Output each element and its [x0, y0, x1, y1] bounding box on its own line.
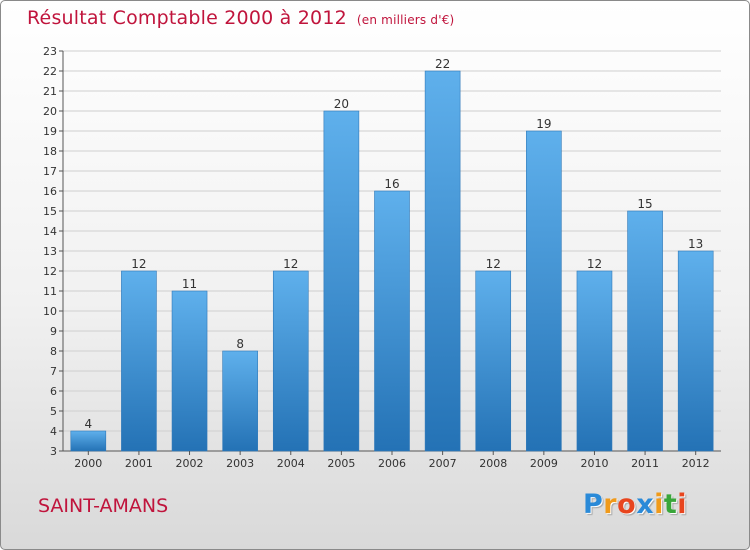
bar: [576, 270, 613, 452]
title-text: Résultat Comptable 2000 à 2012: [27, 7, 347, 29]
x-tick-label: 2004: [277, 457, 305, 470]
x-tick-label: 2006: [378, 457, 406, 470]
data-label: 20: [334, 97, 349, 111]
bar: [526, 130, 562, 452]
bar: [222, 350, 258, 452]
bar: [627, 210, 663, 452]
y-tick-label: 10: [43, 305, 57, 318]
data-label: 12: [283, 257, 298, 271]
x-tick-label: 2010: [580, 457, 608, 470]
bar: [171, 290, 208, 452]
y-tick-label: 11: [43, 285, 57, 298]
x-tick-label: 2007: [429, 457, 457, 470]
bar: [475, 270, 512, 452]
y-tick-label: 14: [43, 225, 57, 238]
y-tick-label: 23: [43, 45, 57, 58]
data-label: 12: [587, 257, 602, 271]
brand-logo[interactable]: Proxiti: [583, 489, 687, 520]
x-tick-label: 2009: [530, 457, 558, 470]
y-tick-label: 13: [43, 245, 57, 258]
brand-letter: r: [603, 489, 618, 520]
y-tick-label: 4: [50, 425, 57, 438]
bar: [323, 110, 360, 452]
data-label: 19: [536, 117, 551, 131]
y-tick-label: 5: [50, 405, 57, 418]
y-tick-label: 3: [50, 445, 57, 458]
data-label: 13: [688, 237, 703, 251]
y-tick-label: 17: [43, 165, 57, 178]
bar: [121, 270, 157, 452]
bar: [272, 270, 309, 452]
data-label: 12: [486, 257, 501, 271]
bar: [424, 70, 461, 452]
brand-letter: t: [663, 489, 678, 520]
y-tick-label: 20: [43, 105, 57, 118]
y-tick-label: 16: [43, 185, 57, 198]
chart-subtitle: (en milliers d'€): [356, 13, 455, 27]
x-tick-label: 2002: [176, 457, 204, 470]
bar: [374, 190, 410, 452]
data-label: 22: [435, 57, 450, 71]
y-tick-label: 7: [50, 365, 57, 378]
x-tick-label: 2005: [327, 457, 355, 470]
x-tick-label: 2008: [479, 457, 507, 470]
x-tick-label: 2012: [682, 457, 710, 470]
x-tick-label: 2000: [74, 457, 102, 470]
y-tick-label: 8: [50, 345, 57, 358]
brand-letter: P: [583, 489, 604, 520]
x-tick-label: 2003: [226, 457, 254, 470]
data-label: 12: [131, 257, 146, 271]
data-label: 11: [182, 277, 197, 291]
y-tick-label: 22: [43, 65, 57, 78]
y-tick-label: 21: [43, 85, 57, 98]
chart-title: Résultat Comptable 2000 à 2012 (en millie…: [27, 7, 454, 29]
y-tick-label: 12: [43, 265, 57, 278]
y-tick-label: 9: [50, 325, 57, 338]
brand-letter: x: [636, 489, 655, 520]
data-label: 8: [236, 337, 244, 351]
brand-letter: i: [654, 489, 664, 520]
data-label: 16: [384, 177, 399, 191]
x-tick-label: 2001: [125, 457, 153, 470]
city-name: SAINT-AMANS: [38, 495, 169, 517]
bar: [70, 430, 107, 452]
y-tick-label: 19: [43, 125, 57, 138]
y-tick-label: 15: [43, 205, 57, 218]
brand-letter: i: [677, 489, 688, 520]
data-label: 4: [84, 417, 92, 431]
brand-letter: o: [617, 489, 637, 520]
data-label: 15: [637, 197, 652, 211]
x-tick-label: 2011: [631, 457, 659, 470]
bar: [677, 250, 714, 452]
y-tick-label: 6: [50, 385, 57, 398]
y-tick-label: 18: [43, 145, 57, 158]
